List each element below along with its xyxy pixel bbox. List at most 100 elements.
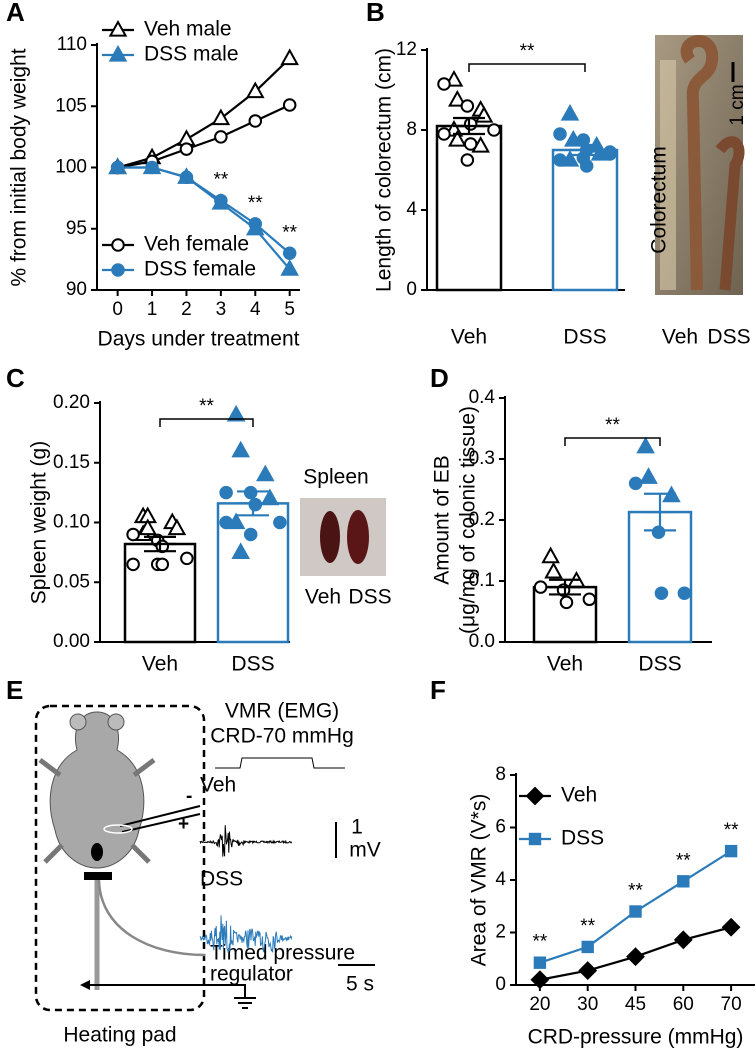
emg-trace xyxy=(199,915,293,954)
marker xyxy=(636,436,655,454)
legend-label: Veh xyxy=(561,784,597,807)
caption: Heating pad xyxy=(63,1024,176,1047)
legend-label: DSS female xyxy=(144,258,256,281)
x-tick-label: Veh xyxy=(547,653,583,676)
photo-ruler xyxy=(660,60,676,290)
error-bar xyxy=(144,535,176,553)
marker xyxy=(724,844,738,858)
x-tick-label: DSS xyxy=(638,653,681,676)
y-tick-label: 0.15 xyxy=(53,452,90,473)
annotation: ** xyxy=(676,850,691,871)
error-bar xyxy=(569,143,601,157)
y-tick-label: 2 xyxy=(495,922,506,943)
x-tick-label: 70 xyxy=(721,994,742,1015)
marker xyxy=(581,940,594,954)
marker xyxy=(243,527,258,542)
x-tick-label: DSS xyxy=(563,326,606,349)
photo-colon xyxy=(715,136,745,291)
marker xyxy=(654,586,669,600)
marker xyxy=(578,961,598,980)
photo-organ xyxy=(320,511,340,563)
marker xyxy=(463,117,478,131)
legend-label: Veh male xyxy=(144,18,232,41)
marker xyxy=(448,89,467,107)
y-tick-label: 0.3 xyxy=(469,448,495,469)
mouse-limb xyxy=(38,758,156,864)
photo-category: DSS xyxy=(348,586,391,609)
panel-label: D xyxy=(430,363,449,393)
time-scale: 5 s xyxy=(346,973,374,996)
y-tick-label: 4 xyxy=(406,199,417,220)
legend-label: DSS male xyxy=(144,43,239,66)
series-line xyxy=(117,104,291,169)
photo-category: Veh xyxy=(305,586,341,609)
marker xyxy=(214,130,228,144)
marker xyxy=(533,956,547,969)
marker xyxy=(180,551,194,566)
y-axis-label: % from initial body weight xyxy=(8,48,31,286)
ground xyxy=(86,984,256,1009)
marker xyxy=(231,440,251,458)
x-axis-label: Days under treatment xyxy=(98,328,300,351)
marker xyxy=(155,557,170,572)
panel-label: C xyxy=(6,363,25,393)
series-line xyxy=(117,57,291,169)
marker xyxy=(448,129,467,147)
electrode xyxy=(119,805,201,833)
marker xyxy=(639,467,658,484)
y-tick-label: 0.1 xyxy=(469,570,495,591)
mouse-ear xyxy=(107,713,125,731)
panel-label: A xyxy=(6,0,25,27)
marker xyxy=(437,127,451,141)
marker xyxy=(544,561,563,579)
marker xyxy=(460,99,475,113)
x-tick-label: 60 xyxy=(673,994,694,1015)
error-bar xyxy=(237,490,269,517)
trace-title: VMR (EMG) xyxy=(225,700,339,723)
photo-label: Colorectum xyxy=(648,146,671,253)
emg-trace xyxy=(199,825,293,857)
x-tick-label: 5 xyxy=(284,299,295,320)
y-axis-label: Spleen weight (g) xyxy=(28,441,51,604)
y-tick-label: 6 xyxy=(495,817,506,838)
y-tick-label: 100 xyxy=(55,157,87,178)
x-tick-label: 20 xyxy=(529,994,550,1015)
y-tick-label: 0 xyxy=(406,279,417,300)
y-tick-label: 0.2 xyxy=(469,509,495,530)
marker xyxy=(108,19,128,37)
photo-category: DSS xyxy=(707,326,750,349)
marker xyxy=(626,947,645,967)
marker xyxy=(673,930,693,950)
marker xyxy=(255,464,275,482)
tubing xyxy=(97,879,206,957)
marker xyxy=(245,81,265,99)
marker xyxy=(528,832,542,846)
marker xyxy=(541,546,560,564)
x-tick-label: Veh xyxy=(142,653,178,676)
x-tick-label: 0 xyxy=(112,299,123,320)
marker xyxy=(243,485,258,500)
marker xyxy=(126,557,140,572)
y-tick-label: 0.20 xyxy=(53,392,90,413)
marker xyxy=(111,263,125,277)
marker xyxy=(219,485,233,500)
annotation: ** xyxy=(724,820,739,841)
y-tick-label: 0.05 xyxy=(53,571,90,592)
mouse-anus xyxy=(91,843,103,861)
marker xyxy=(280,259,299,276)
x-tick-label: 3 xyxy=(216,299,227,320)
marker xyxy=(214,193,228,208)
significance-label: ** xyxy=(605,415,620,436)
trace-label: Veh xyxy=(200,774,236,797)
legend-label: DSS xyxy=(561,827,604,850)
marker xyxy=(463,137,478,151)
trace-label: DSS xyxy=(200,868,243,891)
marker xyxy=(559,595,574,610)
significance-bracket xyxy=(564,437,661,446)
marker xyxy=(126,527,140,542)
voltage-scale: 1 xyxy=(351,816,363,839)
valve xyxy=(80,980,90,990)
significance-bracket xyxy=(468,63,586,72)
